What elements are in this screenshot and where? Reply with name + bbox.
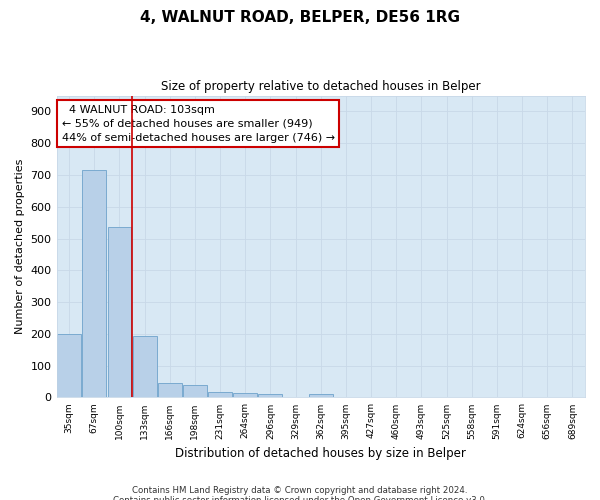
Bar [208,392,232,398]
Bar [133,336,157,398]
Bar [233,394,257,398]
Bar [82,170,106,398]
Text: Contains HM Land Registry data © Crown copyright and database right 2024.: Contains HM Land Registry data © Crown c… [132,486,468,495]
Title: Size of property relative to detached houses in Belper: Size of property relative to detached ho… [161,80,481,93]
Bar [158,383,182,398]
Bar [259,394,283,398]
Text: Contains public sector information licensed under the Open Government Licence v3: Contains public sector information licen… [113,496,487,500]
Bar [57,334,81,398]
Bar [309,394,333,398]
Bar [107,228,131,398]
X-axis label: Distribution of detached houses by size in Belper: Distribution of detached houses by size … [175,447,466,460]
Text: 4 WALNUT ROAD: 103sqm
← 55% of detached houses are smaller (949)
44% of semi-det: 4 WALNUT ROAD: 103sqm ← 55% of detached … [62,104,335,142]
Text: 4, WALNUT ROAD, BELPER, DE56 1RG: 4, WALNUT ROAD, BELPER, DE56 1RG [140,10,460,25]
Y-axis label: Number of detached properties: Number of detached properties [15,159,25,334]
Bar [183,384,207,398]
